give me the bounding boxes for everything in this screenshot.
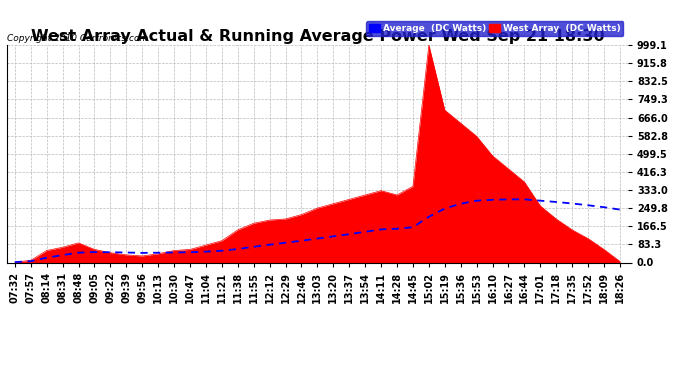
Text: Copyright 2010 Cartronics.com: Copyright 2010 Cartronics.com <box>7 34 148 43</box>
Legend: Average  (DC Watts), West Array  (DC Watts): Average (DC Watts), West Array (DC Watts… <box>366 21 623 36</box>
Title: West Array Actual & Running Average Power Wed Sep 21 18:30: West Array Actual & Running Average Powe… <box>30 29 604 44</box>
